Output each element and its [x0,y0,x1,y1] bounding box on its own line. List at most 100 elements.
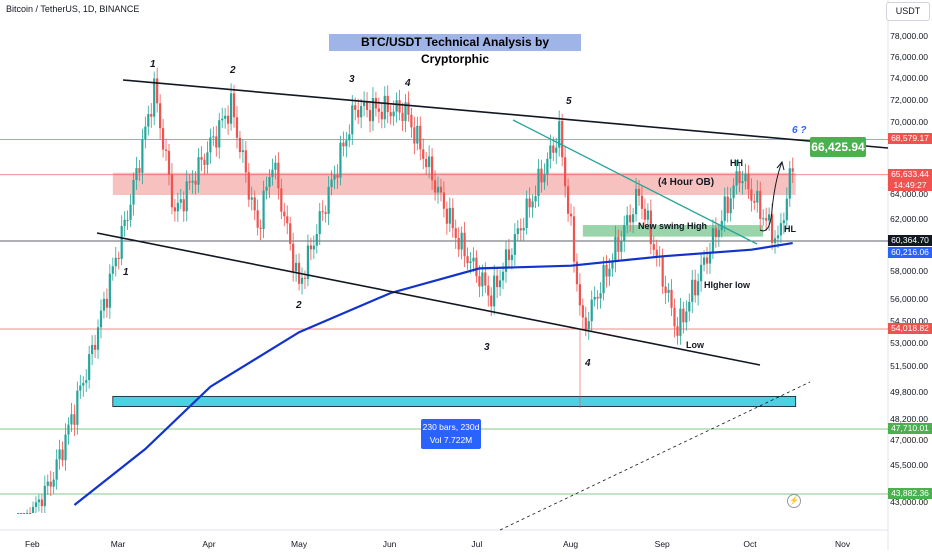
candle-body [419,125,422,150]
candle-body [79,385,82,391]
price-tick-label: 72,000.00 [890,94,928,105]
candle-body [587,321,590,330]
candle-body [179,199,182,203]
candle-body [413,127,416,144]
candle-body [351,105,354,135]
candle-body [561,121,564,158]
candle-body [578,284,581,306]
candle-body [466,256,469,264]
candle-body [354,105,357,110]
moving-average-line [73,242,793,506]
price-callout: 66,425.94 [810,137,866,157]
higher-low-label: HIgher low [704,280,751,290]
candle-body [478,276,481,287]
candle-body [315,234,318,246]
candle-body [552,145,555,153]
candle-body [114,257,117,267]
candle-body [52,479,55,487]
candle-body [620,241,623,252]
candle-body [504,249,508,272]
price-tick-label: 78,000.00 [890,31,928,41]
candle-body [599,293,602,299]
price-label-tag: 54,018.82 [888,323,932,334]
candle-body [85,380,88,383]
candle-body [773,238,777,243]
candle-body [646,210,649,220]
candle-body [383,95,386,120]
candle-body [428,156,431,168]
candle-body [161,128,165,150]
candle-body [96,327,100,350]
candle-body [88,354,91,381]
price-label-tag: 60,364.70 [888,235,932,246]
price-label-tag: 60,216.06 [888,247,932,258]
candle-body [717,230,720,238]
candle-body [584,317,587,330]
candle-body [770,214,774,243]
candle-body [767,214,771,221]
projection-arrow-head [776,160,785,171]
plot-background [0,0,888,530]
candle-body [498,280,502,288]
candle-body [501,271,505,281]
candle-body [702,257,706,265]
candle-body [111,266,114,274]
candle-body [623,225,626,242]
flash-icon[interactable]: ⚡ [787,494,801,508]
candle-body [655,249,658,256]
candle-body [705,257,709,264]
candle-body [750,189,753,201]
candle-body [566,186,570,214]
candle-body [700,264,703,282]
candle-body [67,424,70,435]
candle-body [182,199,185,212]
candle-body [368,110,372,122]
time-tick-label: Jun [382,539,397,549]
candle-body [791,168,794,172]
candle-body [153,78,156,117]
time-tick-label: Feb [25,539,40,549]
candle-body [555,147,558,153]
currency-button[interactable]: USDT [886,2,930,21]
candle-body [306,245,310,279]
candle-body [626,215,629,226]
candle-body [362,101,366,107]
candle-body [292,243,295,272]
candle-body [395,100,398,112]
candle-body [224,115,227,119]
candle-body [170,174,174,208]
candle-body [475,257,478,277]
price-tick-label: 74,000.00 [890,72,928,83]
candle-body [762,218,765,220]
order-block-label: (4 Hour OB) [658,177,715,188]
candle-body [519,228,522,231]
candle-body [640,195,644,209]
candle-body [123,219,126,227]
price-tick-label: 53,000.00 [890,337,928,348]
candle-body [339,142,342,178]
candle-body [442,192,446,209]
candle-body [682,308,685,323]
time-tick-label: Nov [835,539,851,549]
candle-body [664,286,667,293]
candle-body [634,188,638,215]
candle-body [108,273,111,308]
candle-body [229,93,233,124]
candle-body [469,261,472,264]
candle-body [360,106,363,118]
range-tool-box: 230 bars, 230d Vol 7.722M [421,419,481,449]
candle-body [330,179,333,187]
candle-body [117,257,120,259]
candle-body [156,78,159,104]
candle-body [265,186,268,191]
candle-body [602,264,605,294]
candle-body [61,449,64,461]
candle-body [129,204,132,220]
candle-body [37,499,41,503]
candle-body [253,197,256,211]
candle-body [20,513,23,514]
candle-body [765,218,768,221]
candle-body [342,142,345,147]
